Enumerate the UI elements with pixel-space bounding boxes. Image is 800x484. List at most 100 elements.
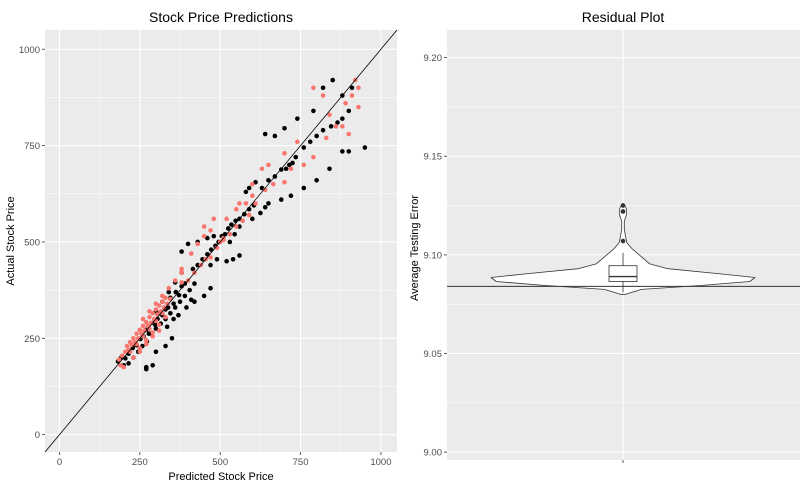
residual-y-tick-label: 9.20 [424,53,443,64]
scatter-point [153,307,159,312]
scatter-point [153,349,159,355]
residual-y-tick-label: 9.15 [424,152,443,163]
scatter-point [195,241,200,247]
scatter-point [320,127,326,133]
scatter-point [143,319,149,325]
scatter-point [143,364,149,370]
scatter-point [340,149,345,154]
scatter-point [118,362,123,368]
scatter-point [160,299,165,304]
scatter-point [208,228,213,233]
scatter-point [168,310,173,316]
residual-y-tick-label: 9.00 [424,448,443,459]
scatter-point [195,262,200,268]
scatter-point [177,299,183,304]
scatter-point [227,239,233,245]
scatter-point [320,93,326,98]
scatter-point [225,226,231,231]
scatter-point [179,280,184,285]
scatter-point [346,108,352,114]
scatter-point [169,336,175,341]
scatter-y-tick-label: 0 [35,430,40,441]
scatter-point [278,197,284,202]
scatter-point [266,162,271,168]
scatter-point [119,353,125,358]
scatter-point [164,324,170,330]
scatter-point [140,316,146,322]
scatter-point [134,331,139,336]
scatter-x-tick-label: 750 [293,457,309,468]
scatter-point [243,189,249,195]
scatter-point [290,160,295,166]
scatter-point [176,292,182,298]
scatter-point [259,166,265,172]
scatter-point [295,116,300,121]
scatter-point [187,287,192,293]
scatter-point [282,151,287,156]
scatter-point [237,224,242,229]
scatter-point [201,233,207,239]
scatter-point [190,266,196,272]
scatter-point [168,296,173,302]
scatter-point [166,285,172,291]
scatter-point [237,201,242,206]
scatter-point [307,139,313,145]
scatter-point [346,131,352,137]
residual-y-axis-label: Average Testing Error [409,195,421,301]
scatter-point [270,181,276,187]
scatter-point [356,85,361,91]
scatter-point [301,162,307,168]
scatter-point [127,339,133,345]
scatter-x-tick-label: 250 [132,457,148,468]
scatter-point [250,193,255,199]
y-equals-x-line [44,29,398,453]
scatter-point [349,93,355,98]
scatter-tick-labels: 0 250 500 750 1000 0 250 500 750 1000 [19,45,392,468]
box-outlier-point [620,209,626,214]
scatter-point [250,181,255,187]
scatter-point [171,316,176,322]
scatter-point [327,112,332,118]
scatter-point [314,178,319,183]
scatter-point [230,257,236,262]
scatter-point [137,327,143,333]
scatter-point [171,301,176,306]
scatter-point [179,266,184,272]
scatter-point [211,216,217,222]
scatter-y-tick-label: 250 [24,334,40,345]
scatter-point [362,145,368,150]
scatter-point [340,116,345,121]
scatter-point [243,201,249,206]
scatter-points [115,77,368,372]
scatter-point [179,270,184,276]
scatter-point [272,133,278,139]
scatter-y-tick-label: 750 [24,141,40,152]
scatter-point [176,312,181,318]
scatter-point [340,124,345,129]
scatter-point [150,330,155,335]
scatter-point [330,77,336,83]
scatter-x-tick-label: 0 [57,457,62,468]
scatter-point [301,145,307,150]
scatter-point [140,323,146,329]
scatter-point [311,154,316,160]
scatter-point [126,361,131,366]
scatter-point [211,233,217,239]
scatter-x-axis-label: Predicted Stock Price [168,471,273,483]
scatter-point [131,336,136,341]
scatter-point [131,355,136,360]
box-outlier-point [620,238,626,244]
scatter-point [143,341,149,347]
residual-chart-title: Residual Plot [582,9,665,25]
scatter-point [314,133,319,139]
scatter-point [137,349,143,355]
scatter-y-tick-label: 500 [24,237,40,248]
scatter-point [185,241,191,247]
scatter-point [201,293,207,299]
scatter-point [184,305,189,310]
scatter-chart-title: Stock Price Predictions [149,9,293,25]
scatter-point [200,257,205,262]
scatter-point [214,257,220,262]
scatter-point [147,309,152,314]
scatter-point [356,104,361,110]
